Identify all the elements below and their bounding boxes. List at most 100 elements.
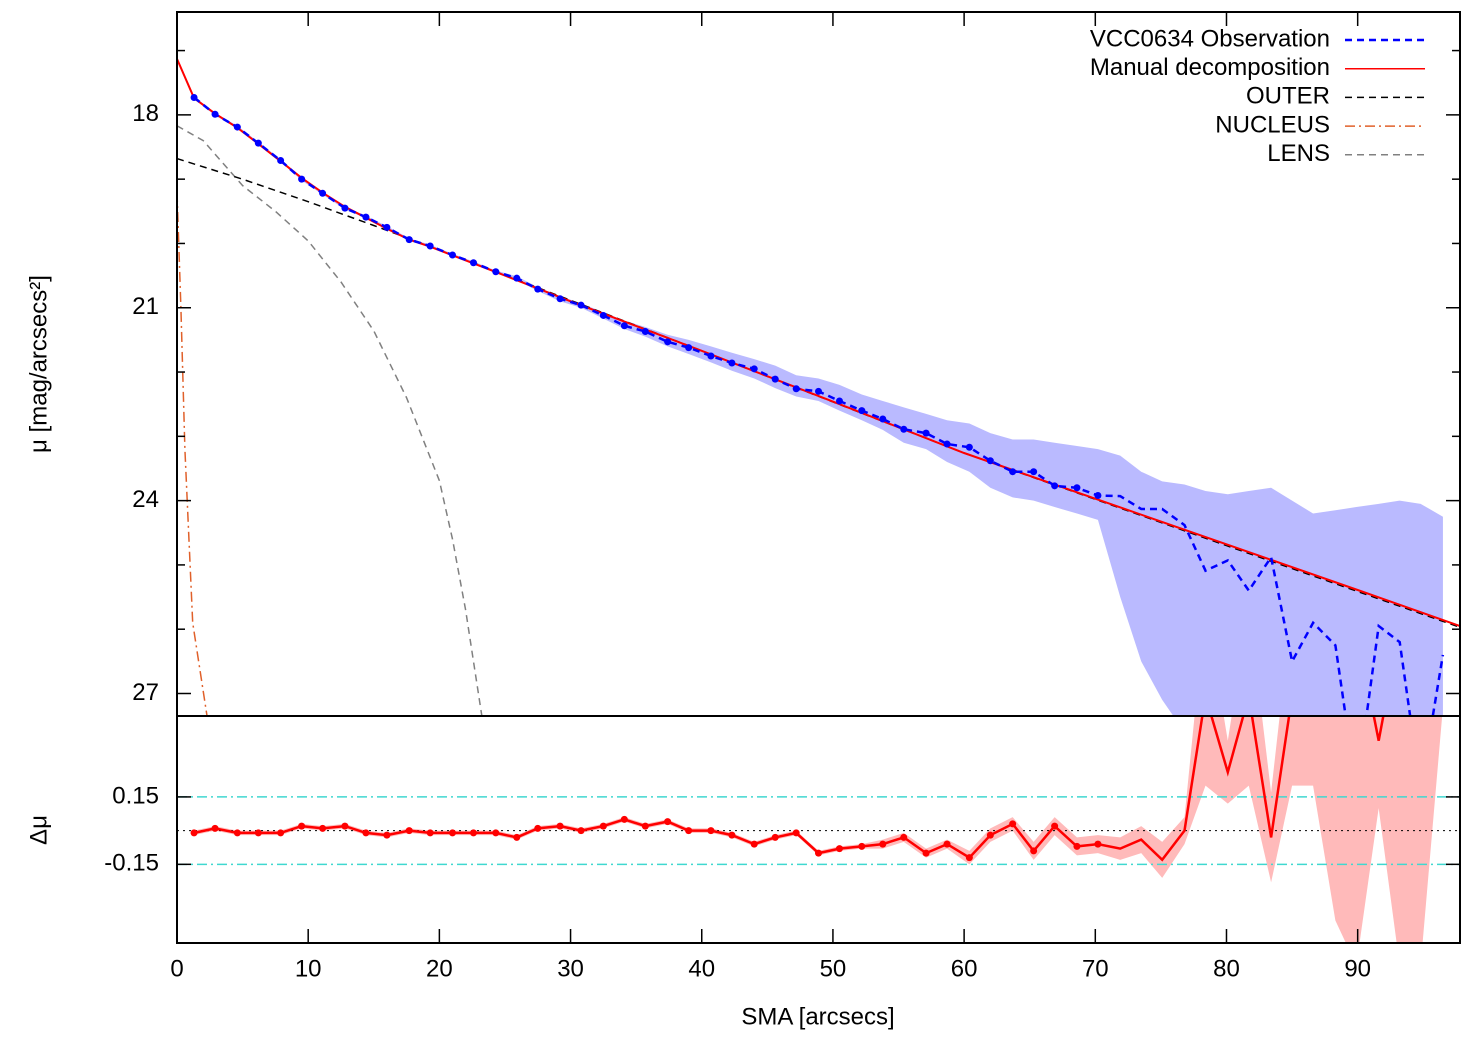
data-point	[277, 157, 285, 165]
data-point	[1094, 840, 1102, 848]
x-tick-label: 30	[557, 955, 584, 982]
data-point	[298, 175, 306, 183]
y-tick-label: 24	[132, 486, 159, 513]
data-point	[879, 840, 887, 848]
data-point	[835, 845, 843, 853]
data-point	[835, 397, 843, 405]
data-point	[254, 829, 262, 837]
data-point	[448, 251, 456, 259]
data-point	[965, 443, 973, 451]
data-point	[319, 824, 327, 832]
data-point	[641, 328, 649, 336]
data-point	[685, 827, 693, 835]
data-point	[943, 440, 951, 448]
data-point	[383, 831, 391, 839]
data-point	[879, 415, 887, 423]
legend-label: Manual decomposition	[1090, 54, 1330, 81]
data-point	[492, 268, 500, 276]
data-point	[577, 827, 585, 835]
data-point	[233, 123, 241, 131]
data-point	[599, 822, 607, 830]
data-point	[577, 301, 585, 309]
data-point	[858, 407, 866, 415]
data-point	[277, 829, 285, 837]
data-point	[986, 457, 994, 465]
y-tick-label: -0.15	[104, 850, 159, 877]
data-point	[599, 311, 607, 319]
data-point	[426, 242, 434, 250]
x-tick-label: 90	[1344, 955, 1371, 982]
data-point	[233, 829, 241, 837]
data-point	[319, 189, 327, 197]
data-point	[190, 94, 198, 102]
data-point	[556, 822, 564, 830]
data-point	[1051, 822, 1059, 830]
y-tick-label: 27	[132, 679, 159, 706]
legend-item: Manual decomposition	[1090, 54, 1425, 81]
data-point	[1073, 484, 1081, 492]
data-point	[750, 840, 758, 848]
data-point	[1073, 842, 1081, 850]
x-tick-label: 60	[951, 955, 978, 982]
legend-item: VCC0634 Observation	[1090, 25, 1425, 52]
data-point	[792, 829, 800, 837]
data-point	[922, 849, 930, 857]
y-axis-label: μ [mag/arcsecs²]	[25, 275, 52, 453]
data-point	[815, 849, 822, 857]
data-point	[986, 831, 994, 839]
legend-label: VCC0634 Observation	[1090, 25, 1330, 52]
bottom-plot-area	[177, 716, 1460, 943]
y-tick-label: 18	[132, 100, 159, 127]
data-point	[298, 822, 306, 830]
data-point	[405, 827, 413, 835]
data-point	[858, 842, 866, 850]
x-tick-label: 50	[820, 955, 847, 982]
data-point	[211, 824, 219, 832]
data-point	[341, 822, 349, 830]
error-band	[194, 96, 1443, 716]
legend-label: NUCLEUS	[1215, 111, 1330, 138]
data-point	[900, 833, 908, 841]
data-point	[750, 365, 758, 373]
data-point	[1009, 468, 1017, 476]
data-point	[943, 840, 951, 848]
plot-frame	[176, 715, 1461, 944]
data-point	[815, 387, 822, 395]
data-point	[900, 425, 908, 433]
data-point	[620, 815, 628, 823]
data-point	[1009, 820, 1017, 828]
x-axis-label: SMA [arcsecs]	[741, 1003, 894, 1030]
data-point	[426, 829, 434, 837]
legend-item: NUCLEUS	[1215, 111, 1425, 138]
data-point	[211, 110, 219, 118]
x-tick-label: 70	[1082, 955, 1109, 982]
series-line	[177, 125, 483, 716]
data-point	[1030, 847, 1038, 855]
legend-item: LENS	[1267, 140, 1425, 167]
data-point	[405, 236, 413, 244]
top-plot-area	[177, 58, 1460, 716]
data-point	[492, 829, 500, 837]
data-point	[664, 338, 672, 346]
y-tick-label: 0.15	[112, 782, 159, 809]
series-line	[177, 191, 208, 716]
data-point	[728, 359, 736, 367]
error-band	[194, 716, 1443, 943]
data-point	[254, 139, 262, 147]
x-tick-label: 10	[295, 955, 322, 982]
data-point	[469, 259, 477, 267]
data-point	[556, 295, 564, 303]
x-tick-label: 0	[170, 955, 183, 982]
data-point	[534, 824, 542, 832]
data-point	[664, 818, 672, 826]
data-point	[383, 223, 391, 231]
data-point	[1051, 482, 1059, 490]
y-axis-label: Δμ	[25, 815, 52, 845]
data-point	[707, 352, 715, 360]
data-point	[922, 429, 930, 437]
x-tick-label: 20	[426, 955, 453, 982]
data-point	[707, 827, 715, 835]
data-point	[728, 831, 736, 839]
